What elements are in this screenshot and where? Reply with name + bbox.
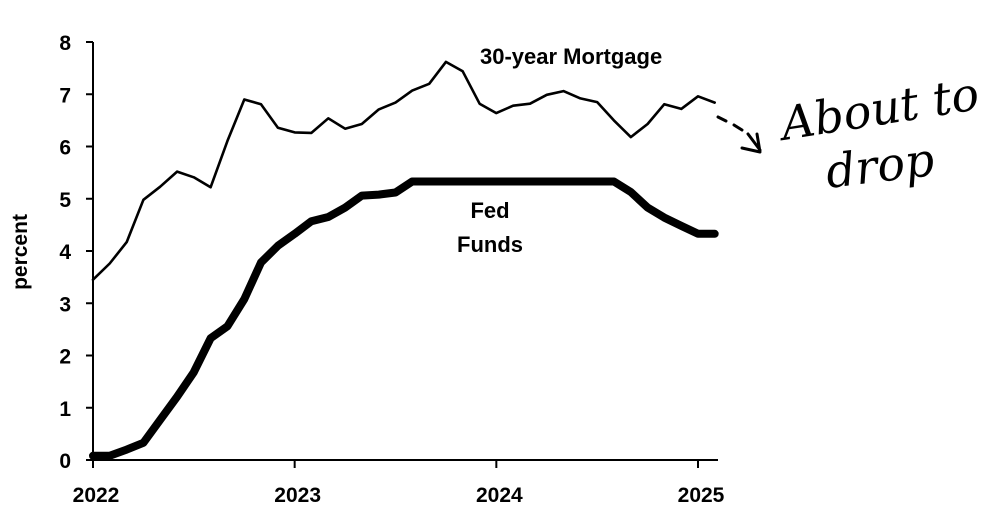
y-axis-label: percent [9,214,32,290]
y-tick-label: 8 [59,32,71,55]
annotation-arrow [716,115,762,154]
handwritten-annotation: About to drop [716,66,982,199]
fed-funds-series-line [89,177,719,460]
mortgage-series-label: 30-year Mortgage [480,44,662,69]
y-tick-label: 6 [59,137,71,160]
fed-funds-series-label-line1: Fed [470,198,509,223]
mortgage-series-points [93,61,716,280]
fed-funds-series-label-line2: Funds [457,232,523,257]
axes [92,42,718,461]
y-tick-label: 7 [59,84,71,107]
mortgage-series-line [91,60,716,281]
y-tick-label: 3 [59,293,71,316]
x-tick-label: 2023 [274,484,321,507]
y-tick-label: 2 [59,346,71,369]
annotation-line2: drop [823,132,937,199]
x-tick-label: 2022 [73,484,120,507]
y-tick-label: 4 [59,241,71,264]
y-tick-label: 5 [59,189,71,212]
fed-funds-series-points [93,181,716,456]
x-tick-label: 2024 [476,484,523,507]
y-tick-label: 1 [59,398,71,421]
y-tick-label: 0 [59,450,71,473]
x-tick-label: 2025 [678,484,725,507]
y-ticks: 0 1 2 3 4 5 6 7 8 [59,32,93,473]
x-ticks: 2022 2023 2024 2025 [73,460,725,507]
